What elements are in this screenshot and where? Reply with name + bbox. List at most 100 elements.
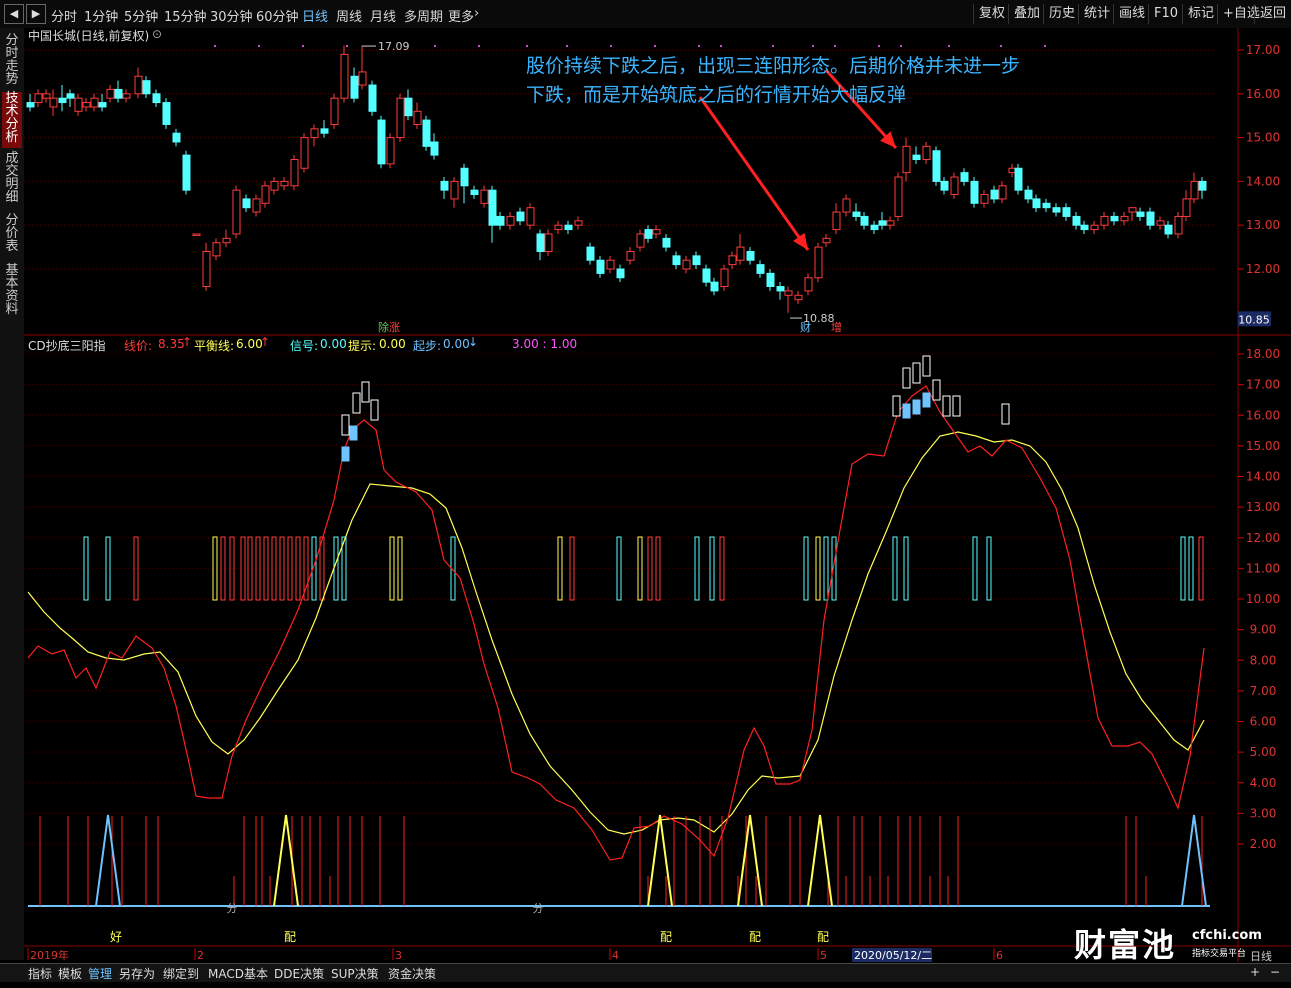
price-tick-label: 17.00 <box>1246 43 1280 57</box>
indicator-balance-label: 平衡线: <box>194 339 235 353</box>
sidebar-tab-fundamentals[interactable]: 基本资料 <box>5 263 19 317</box>
bottom-label-fen: 分 <box>227 902 238 915</box>
back-arrow-icon[interactable]: ◀ <box>4 4 24 24</box>
sidebar-tab-technical[interactable]: 技术分析 <box>2 92 22 148</box>
blue-signal-box <box>341 446 350 462</box>
event-dot <box>526 45 528 47</box>
bottom-tab-dde[interactable]: DDE决策 <box>274 967 325 981</box>
bottom-tab-fund[interactable]: 资金决策 <box>388 967 437 981</box>
period-tab-15min[interactable]: 15分钟 <box>164 10 207 25</box>
period-tab-monthly[interactable]: 月线 <box>370 10 397 25</box>
stats-button[interactable]: 统计 <box>1078 4 1115 24</box>
candle-body <box>300 137 309 169</box>
event-dot <box>698 45 700 47</box>
candle-body <box>794 294 803 301</box>
chevron-right-icon[interactable]: › <box>474 6 480 21</box>
signal-bar <box>709 536 715 601</box>
f10-button[interactable]: F10 <box>1148 4 1183 24</box>
bottom-label-pei: 配 <box>660 930 672 944</box>
bottom-tab-sup[interactable]: SUP决策 <box>331 967 379 981</box>
signal-bar <box>569 536 575 601</box>
signal-bar <box>892 536 898 601</box>
price-chart[interactable]: 17.00 16.00 15.00 14.00 13.00 12.00 10.85 17.09… <box>24 28 1291 963</box>
period-tab-1min[interactable]: 1分钟 <box>84 10 119 25</box>
watermark-logo: 财富池 cfchi.com 指标交易平台 <box>1074 918 1262 964</box>
candle-body <box>586 246 595 261</box>
bottom-label-hao: 好 <box>110 930 122 944</box>
candle-body <box>450 180 459 200</box>
zoom-in-icon[interactable]: + <box>1250 965 1261 979</box>
chart-background <box>24 28 1291 963</box>
sidebar-tab-trades[interactable]: 成交明细 <box>5 151 19 205</box>
signal-bar <box>133 536 139 601</box>
signal-bar <box>986 536 992 601</box>
zoom-out-icon[interactable]: − <box>1270 965 1281 979</box>
white-signal-box <box>942 395 951 417</box>
candle-body <box>970 180 979 204</box>
mark-button[interactable]: 标记 <box>1182 4 1219 24</box>
signal-bar <box>303 536 309 601</box>
candle-body <box>58 97 67 104</box>
signal-bar <box>295 536 301 601</box>
signal-bar <box>287 536 293 601</box>
indicator-tick-label: 13.00 <box>1246 500 1280 514</box>
draw-line-button[interactable]: 画线 <box>1113 4 1150 24</box>
event-dot <box>772 45 774 47</box>
period-tab-30min[interactable]: 30分钟 <box>210 10 253 25</box>
indicator-name[interactable]: CD抄底三阳指 <box>28 339 106 353</box>
chart-title-dropdown-icon[interactable]: ⊙ <box>152 27 163 41</box>
bottom-tab-saveas[interactable]: 另存为 <box>119 967 156 981</box>
candle-body <box>340 53 349 99</box>
current-price-box <box>1238 311 1271 327</box>
candle-body <box>42 93 51 99</box>
bottom-tab-bind[interactable]: 绑定到 <box>163 967 200 981</box>
candle-body <box>82 102 91 108</box>
candle-body <box>626 250 635 261</box>
candle-body <box>106 88 115 99</box>
marker-chu: 除 <box>378 320 389 334</box>
candle-body <box>894 176 903 217</box>
sidebar-tab-intraday[interactable]: 分时走势 <box>5 33 19 87</box>
candle-body <box>49 97 58 108</box>
candle-body <box>242 198 251 209</box>
signal-bar <box>719 536 725 601</box>
logo-sub: 指标交易平台 <box>1192 949 1247 959</box>
candle-body <box>413 110 422 125</box>
return-button[interactable]: 返回 <box>1254 4 1291 24</box>
candle-body <box>396 97 405 139</box>
date-axis-label: 2019年 <box>30 948 69 962</box>
period-tab-60min[interactable]: 60分钟 <box>256 10 299 25</box>
indicator-line-value: 8.35 <box>158 337 185 351</box>
period-tab-5min[interactable]: 5分钟 <box>124 10 159 25</box>
event-dot <box>1044 45 1046 47</box>
period-tab-multi[interactable]: 多周期 <box>404 10 444 25</box>
candle-body <box>596 259 605 274</box>
overlay-button[interactable]: 叠加 <box>1008 4 1045 24</box>
candle-body <box>422 119 431 147</box>
event-dot <box>566 45 568 47</box>
history-button[interactable]: 历史 <box>1043 4 1080 24</box>
bottom-tab-template[interactable]: 模板 <box>58 967 83 981</box>
sidebar-tab-price-table[interactable]: 分价表 <box>5 213 19 254</box>
price-tick-label: 15.00 <box>1246 131 1280 145</box>
period-tab-fenshi[interactable]: 分时 <box>51 10 78 25</box>
candle-body <box>310 128 319 139</box>
add-watchlist-button[interactable]: +自选 <box>1217 4 1265 24</box>
candle-body <box>1072 215 1081 226</box>
indicator-tick-label: 16.00 <box>1246 408 1280 422</box>
bottom-tab-indicator[interactable]: 指标 <box>28 967 53 981</box>
bottom-tab-macd[interactable]: MACD基本 <box>208 967 268 981</box>
signal-bar <box>637 536 643 601</box>
price-tick-label: 12.00 <box>1246 262 1280 276</box>
candle-body <box>922 145 931 161</box>
indicator-tick-label: 10.00 <box>1246 592 1280 606</box>
adjust-button[interactable]: 复权 <box>973 4 1010 24</box>
white-signal-box <box>361 381 370 403</box>
bottom-tab-manage[interactable]: 管理 <box>88 967 113 981</box>
period-tab-more[interactable]: 更多 <box>448 10 475 25</box>
period-tab-weekly[interactable]: 周线 <box>336 10 363 25</box>
bottom-label-fen: 分 <box>533 902 544 915</box>
period-tab-daily[interactable]: 日线 <box>302 10 329 25</box>
forward-arrow-icon[interactable]: ▶ <box>26 4 46 24</box>
candle-body <box>1174 215 1183 235</box>
